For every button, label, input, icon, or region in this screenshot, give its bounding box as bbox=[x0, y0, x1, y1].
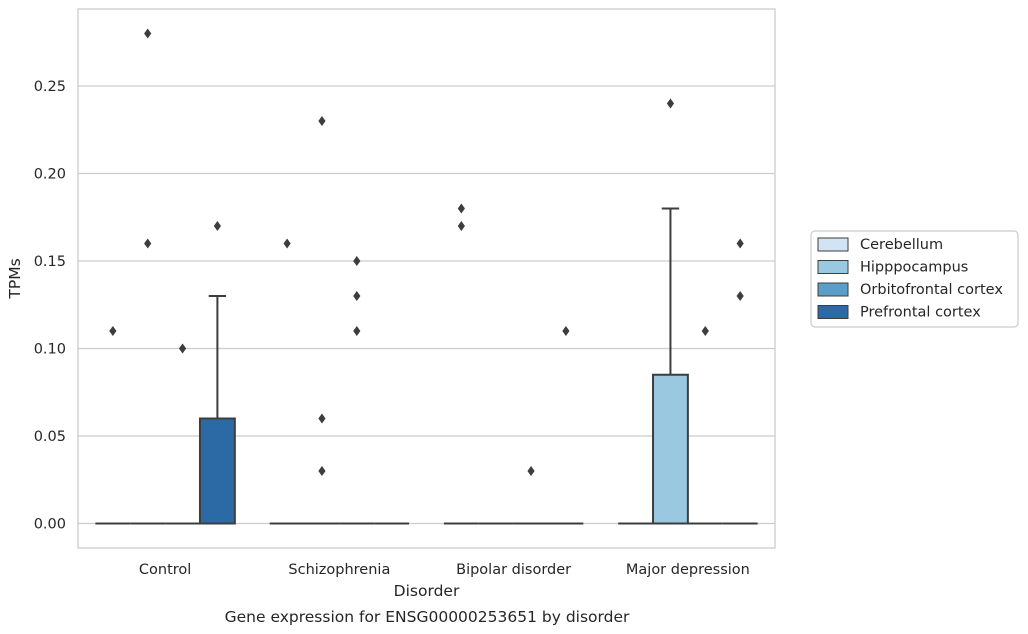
chart-caption: Gene expression for ENSG00000253651 by d… bbox=[225, 608, 630, 626]
outlier-point bbox=[527, 466, 535, 476]
outlier-point bbox=[457, 203, 465, 214]
outlier-point bbox=[144, 238, 152, 249]
outlier-point bbox=[562, 326, 570, 336]
legend-label: Orbitofrontal cortex bbox=[860, 282, 1003, 298]
box-body bbox=[198, 417, 236, 525]
x-tick-label: Major depression bbox=[626, 562, 750, 578]
x-axis-ticks: Control Schizophrenia Bipolar disorder Majo… bbox=[139, 562, 750, 578]
x-tick-label: Schizophrenia bbox=[288, 562, 390, 578]
legend-swatch bbox=[817, 260, 849, 274]
legend: Cerebellum Hipppocampus Orbitofrontal cort… bbox=[810, 230, 1019, 328]
y-axis-ticks: 0.00 0.05 0.10 0.15 0.20 0.25 bbox=[34, 79, 66, 533]
y-tick-label: 0.10 bbox=[34, 342, 66, 358]
legend-swatch bbox=[817, 282, 849, 297]
outlier-point bbox=[283, 238, 291, 249]
outlier-point bbox=[353, 326, 361, 336]
outlier-point bbox=[109, 326, 117, 336]
outlier-point bbox=[318, 466, 326, 476]
legend-label: Cerebellum bbox=[860, 237, 943, 253]
outlier-point bbox=[178, 343, 187, 354]
box-layer bbox=[95, 207, 758, 525]
outlier-point bbox=[457, 221, 465, 231]
outlier-point bbox=[353, 256, 361, 266]
y-tick-label: 0.25 bbox=[34, 79, 66, 95]
plot-frame bbox=[77, 8, 776, 549]
legend-label: Hipppocampus bbox=[860, 260, 968, 276]
box-body bbox=[652, 373, 689, 525]
outlier-point bbox=[144, 28, 152, 39]
y-tick-label: 0.15 bbox=[34, 254, 66, 270]
outlier-point bbox=[353, 291, 361, 301]
x-tick-label: Control bbox=[139, 562, 191, 578]
box-hipppocampus bbox=[652, 207, 689, 525]
y-tick-label: 0.05 bbox=[34, 429, 66, 445]
x-axis-label: Disorder bbox=[394, 582, 460, 600]
outlier-point bbox=[318, 116, 326, 126]
legend-frame bbox=[810, 230, 1019, 328]
outlier-point bbox=[318, 413, 326, 424]
legend-swatch bbox=[817, 305, 849, 319]
outlier-point bbox=[736, 238, 744, 249]
outlier-point bbox=[736, 291, 744, 301]
y-axis-label: TPMs bbox=[6, 258, 24, 299]
outlier-layer bbox=[109, 28, 744, 476]
outlier-point bbox=[666, 98, 675, 109]
x-tick-label: Bipolar disorder bbox=[456, 562, 571, 578]
box-prefrontal-cortex bbox=[198, 295, 236, 525]
y-tick-label: 0.00 bbox=[34, 517, 66, 533]
y-tick-label: 0.20 bbox=[34, 167, 66, 183]
outlier-point bbox=[701, 326, 709, 336]
outlier-point bbox=[213, 221, 221, 231]
legend-swatch bbox=[817, 237, 849, 252]
legend-label: Prefrontal cortex bbox=[860, 305, 981, 321]
